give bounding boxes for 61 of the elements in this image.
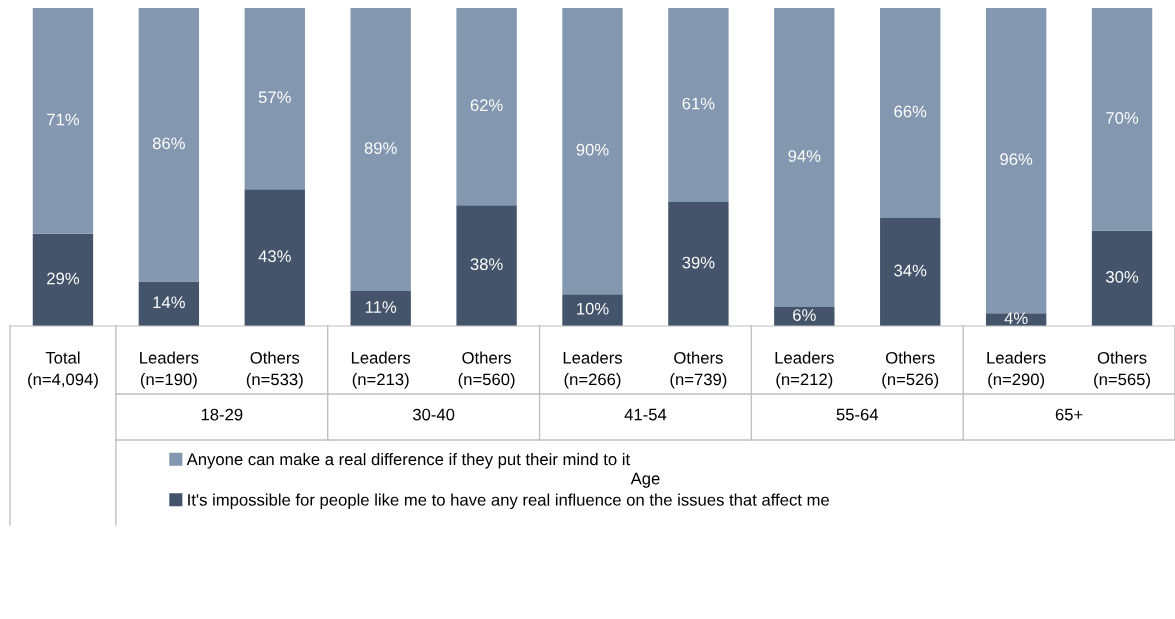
data-label: 86% <box>152 137 185 150</box>
data-label: 62% <box>470 99 503 112</box>
bar <box>138 281 200 326</box>
bar <box>350 8 411 292</box>
data-label: 90% <box>576 143 609 156</box>
data-label: 38% <box>470 258 503 271</box>
data-label: 89% <box>364 142 397 154</box>
x-tick-label: Leaders (n=213) <box>351 351 411 389</box>
text: 30-40 <box>412 408 455 421</box>
data-label: 14% <box>153 296 185 309</box>
data-label: 66% <box>894 105 927 118</box>
data-label: 39% <box>682 256 715 269</box>
data-label: 34% <box>894 264 927 277</box>
x-tick-label: Others (n=565) <box>1094 351 1150 389</box>
bar <box>880 8 941 218</box>
x-tick-label: Others (n=526) <box>882 351 939 389</box>
x-tick-label: Leaders (n=290) <box>987 351 1046 389</box>
legend-label: Anyone can make a real difference if they put their mind to it <box>186 453 631 469</box>
data-label: 70% <box>1106 111 1139 124</box>
bar <box>562 8 623 295</box>
data-label: 61% <box>682 97 715 110</box>
x-tick-label: Leaders (n=190) <box>140 351 199 389</box>
bar <box>32 233 94 326</box>
bar <box>1091 8 1153 231</box>
bar <box>32 8 94 234</box>
text: Age <box>630 472 660 488</box>
x-tick-label: Others (n=560) <box>458 351 515 389</box>
bar <box>456 8 517 206</box>
bar <box>350 291 411 326</box>
bar <box>668 8 729 202</box>
text: 65+ <box>1055 408 1083 421</box>
data-label: 4% <box>1004 312 1028 325</box>
text: 18-29 <box>201 408 243 421</box>
bar <box>1091 230 1153 326</box>
bar <box>562 294 623 326</box>
data-label: 30% <box>1106 270 1139 283</box>
data-label: 11% <box>365 301 397 313</box>
bar <box>985 8 1047 314</box>
bar <box>774 8 835 307</box>
text: 41-54 <box>624 408 667 421</box>
data-label: 10% <box>577 302 609 315</box>
data-label: 94% <box>788 150 821 162</box>
legend-label: It's impossible for people like me to have any real influence on the issues that affect me <box>188 493 829 510</box>
bar <box>456 205 517 326</box>
bar <box>880 217 941 326</box>
bar <box>668 201 729 326</box>
data-label: 57% <box>258 91 291 104</box>
data-label: 29% <box>47 272 80 285</box>
x-tick-label: Leaders (n=266) <box>563 351 623 389</box>
data-label: 71% <box>47 113 80 126</box>
bar <box>138 8 200 282</box>
data-label: 43% <box>258 250 291 263</box>
text: 55-64 <box>836 408 879 421</box>
bar <box>244 189 305 326</box>
x-tick-label: Others (n=739) <box>670 351 727 389</box>
data-label: 6% <box>793 309 816 321</box>
bar <box>244 8 305 190</box>
data-label: 96% <box>1000 153 1033 166</box>
x-tick-label: Leaders (n=212) <box>775 351 834 389</box>
x-tick-label: Total (n=4,094) <box>28 351 98 389</box>
x-tick-label: Others (n=533) <box>246 351 303 389</box>
